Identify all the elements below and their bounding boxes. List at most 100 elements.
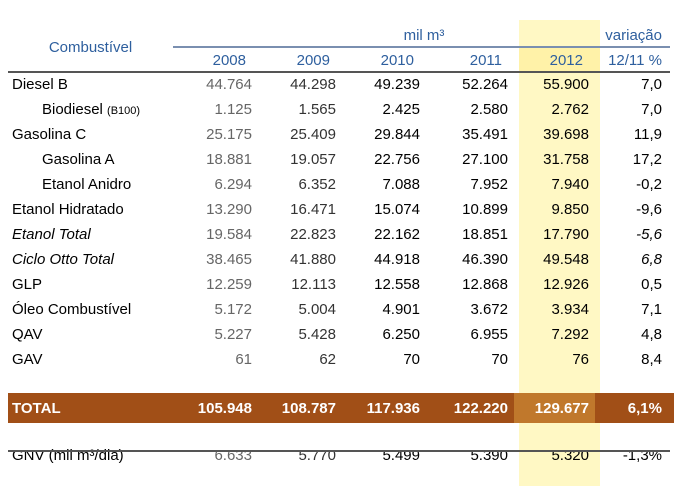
total-value-2008: 105.948 (173, 393, 258, 423)
gnv-value-2008: 6.633 (214, 447, 252, 464)
value-2011: 52.264 (462, 76, 508, 93)
row-label: Biodiesel (B100) (8, 97, 173, 122)
table-row-diesel-b: Diesel B 44.764 44.298 49.239 52.264 55.900 7,… (8, 72, 674, 97)
total-variation: 6,1% (595, 393, 674, 423)
gnv-top-rule (8, 450, 670, 452)
row-label: Etanol Anidro (8, 172, 173, 197)
row-label: QAV (8, 322, 173, 347)
row-label: GLP (8, 272, 173, 297)
table-row-gnv: GNV (mil m³/dia) 6.633 5.770 5.499 5.390 5.32… (8, 443, 674, 468)
table-row-biodiesel: Biodiesel (B100) 1.125 1.565 2.425 2.580 2.76… (8, 97, 674, 122)
value-2012: 49.548 (543, 251, 589, 268)
variation-value: 8,4 (641, 351, 662, 368)
year-2008-header: 2008 (212, 51, 246, 69)
row-label-text: Diesel B (12, 76, 68, 93)
gnv-value-2011: 5.390 (470, 447, 508, 464)
value-2009: 44.298 (290, 76, 336, 93)
row-label-text: Etanol Anidro (42, 176, 132, 193)
total-label: TOTAL (8, 393, 173, 423)
value-2008: 44.764 (206, 76, 252, 93)
value-2011: 6.955 (470, 326, 508, 343)
value-2011: 27.100 (462, 151, 508, 168)
value-2012: 39.698 (543, 126, 589, 143)
variation-value: 11,9 (633, 126, 662, 143)
row-label-suffix: (B100) (107, 105, 141, 117)
row-label: Etanol Hidratado (8, 197, 173, 222)
table-row-etanol-total: Etanol Total 19.584 22.823 22.162 18.851 17.7… (8, 222, 674, 247)
value-2008: 18.881 (206, 151, 252, 168)
value-2009: 19.057 (290, 151, 336, 168)
value-2011: 12.868 (462, 276, 508, 293)
variation-value: 4,8 (641, 326, 662, 343)
value-2012: 7.292 (551, 326, 589, 343)
value-2008: 12.259 (206, 276, 252, 293)
row-label-text: Gasolina A (42, 151, 115, 168)
value-2010: 4.901 (382, 301, 420, 318)
units-header-row: Combustível mil m³ variação (8, 22, 674, 56)
table-row-gav: GAV 61 62 70 70 76 8,4 (8, 347, 674, 372)
value-2012: 12.926 (543, 276, 589, 293)
spacer-cell (8, 423, 674, 443)
value-2011: 35.491 (462, 126, 508, 143)
row-label-text: Etanol Hidratado (12, 201, 124, 218)
value-2010: 22.756 (374, 151, 420, 168)
year-2012-header: 2012 (549, 51, 583, 69)
year-2009-header: 2009 (296, 51, 330, 69)
gnv-variation: -1,3% (622, 447, 662, 464)
row-label: Ciclo Otto Total (8, 247, 173, 272)
variation-value: 6,8 (641, 251, 662, 268)
table-row-ciclo-otto-total: Ciclo Otto Total 38.465 41.880 44.918 46.390… (8, 247, 674, 272)
value-2012: 9.850 (551, 201, 589, 218)
value-2008: 61 (235, 351, 252, 368)
value-2012: 2.762 (551, 101, 589, 118)
table-row-oleo-combustivel: Óleo Combustível 5.172 5.004 4.901 3.672 3.93… (8, 297, 674, 322)
value-2012: 3.934 (551, 301, 589, 318)
value-2010: 70 (403, 351, 420, 368)
spacer-row (8, 423, 674, 443)
table-row-glp: GLP 12.259 12.113 12.558 12.868 12.926 0,5 (8, 272, 674, 297)
variation-value: -0,2 (636, 176, 662, 193)
value-2010: 29.844 (374, 126, 420, 143)
year-2011-header: 2011 (469, 51, 502, 69)
gnv-label: GNV (mil m³/dia) (12, 447, 124, 464)
value-2009: 25.409 (290, 126, 336, 143)
value-2009: 12.113 (291, 276, 336, 293)
value-2010: 6.250 (382, 326, 420, 343)
year-2010-header: 2010 (380, 51, 414, 69)
row-label: Gasolina C (8, 122, 173, 147)
total-value-2009: 108.787 (258, 393, 342, 423)
row-label-text: Gasolina C (12, 126, 87, 143)
value-2012: 55.900 (543, 76, 589, 93)
fuel-column-header: Combustível (48, 38, 133, 56)
value-2008: 6.294 (214, 176, 252, 193)
value-2010: 15.074 (374, 201, 420, 218)
row-label-text: Etanol Total (12, 226, 91, 243)
value-2010: 7.088 (382, 176, 420, 193)
value-2009: 1.565 (298, 101, 336, 118)
table-row-gasolina-a: Gasolina A 18.881 19.057 22.756 27.100 31.758… (8, 147, 674, 172)
year-header-row: 2008 2009 2010 2011 2012 12/11 % (8, 48, 674, 72)
value-2011: 3.672 (470, 301, 508, 318)
value-2012: 7.940 (551, 176, 589, 193)
value-2011: 18.851 (462, 226, 508, 243)
total-value-2012: 129.677 (514, 393, 595, 423)
value-2011: 10.899 (462, 201, 508, 218)
value-2011: 70 (491, 351, 508, 368)
variation-value: 7,0 (641, 76, 662, 93)
fuel-consumption-table: Combustível mil m³ variação 2008 2009 20… (8, 22, 674, 468)
variation-value: -5,6 (636, 226, 662, 243)
value-2008: 19.584 (206, 226, 252, 243)
value-2008: 5.172 (214, 301, 252, 318)
value-2009: 16.471 (290, 201, 336, 218)
header-bottom-rule (8, 71, 670, 73)
value-2010: 49.239 (374, 76, 420, 93)
value-2008: 25.175 (206, 126, 252, 143)
row-label-text: Ciclo Otto Total (12, 251, 114, 268)
variation-label: variação (605, 26, 662, 44)
value-2009: 6.352 (298, 176, 336, 193)
gnv-value-2012: 5.320 (551, 447, 589, 464)
variation-period-header: 12/11 % (608, 51, 662, 69)
table-row-gasolina-c: Gasolina C 25.175 25.409 29.844 35.491 39.698… (8, 122, 674, 147)
units-text: mil m³ (403, 26, 445, 44)
